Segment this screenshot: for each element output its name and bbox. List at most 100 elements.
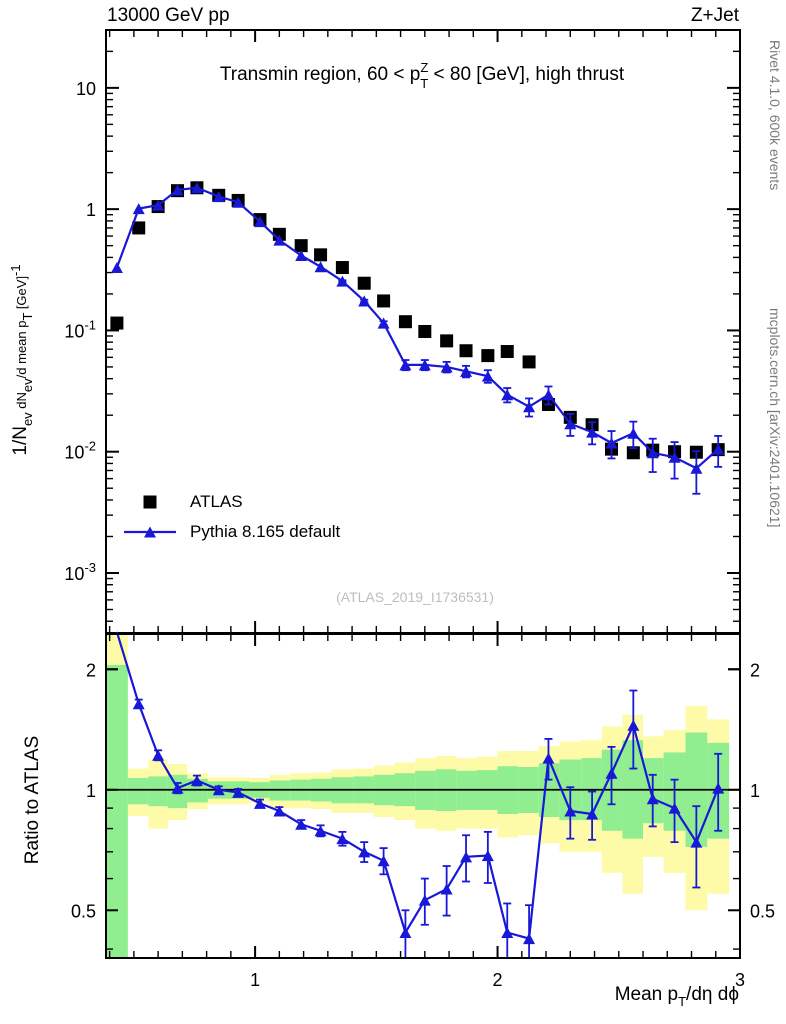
ratio-point-triangle <box>460 851 473 863</box>
data-point-triangle <box>295 249 308 261</box>
y-tick-label-ratio: 1 <box>86 781 96 801</box>
title-tail: < 80 [GeV], high thrust <box>428 64 625 85</box>
header-process: Z+Jet <box>691 5 740 26</box>
data-point-triangle <box>132 203 145 215</box>
data-point-square <box>500 345 514 359</box>
data-point-triangle <box>523 401 536 413</box>
ratio-point-triangle <box>523 933 536 945</box>
x-tick-label: 2 <box>493 970 503 990</box>
data-point-triangle <box>712 443 725 455</box>
y-axis-label-main: 1/Nev dNev/d mean pT [GeV]-1 <box>8 264 35 455</box>
ratio-point-triangle <box>190 774 203 786</box>
data-point-triangle <box>586 426 599 438</box>
y-tick-label-ratio: 2 <box>86 660 96 680</box>
data-point-square <box>418 324 432 338</box>
data-point-triangle <box>501 389 514 401</box>
data-point-triangle <box>564 418 577 430</box>
segment: /d mean p <box>14 321 29 379</box>
data-point-triangle <box>358 295 371 307</box>
ratio-point-triangle <box>132 698 145 710</box>
segment: ev <box>20 412 35 426</box>
data-point-triangle <box>481 370 494 382</box>
legend-marker-triangle <box>144 526 156 538</box>
ratio-point-triangle <box>440 883 453 895</box>
ratio-point-triangle <box>501 926 514 939</box>
exponent: -1 <box>84 317 96 332</box>
ratio-point-triangle <box>627 719 640 731</box>
data-point-triangle <box>377 317 390 329</box>
mcplots-reference-note: mcplots.cern.ch [arXiv:2401.10621] <box>767 308 783 527</box>
ratio-panel-frame <box>105 633 741 959</box>
data-point-square <box>294 239 308 253</box>
segment: [GeV] <box>14 276 29 313</box>
ratio-point-triangle <box>358 846 371 858</box>
ratio-point-triangle <box>418 894 431 906</box>
legend-marker-square <box>143 495 157 509</box>
x-axis-label: Mean pT/dη dϕ <box>615 984 739 1009</box>
data-point-triangle <box>668 451 681 463</box>
data-point-triangle <box>212 191 225 203</box>
segment: /d <box>686 984 702 1005</box>
segment: d <box>712 984 728 1005</box>
ratio-point-triangle <box>171 782 184 794</box>
y-tick-label-main: 1 <box>86 200 96 220</box>
ratio-point-triangle <box>336 833 349 845</box>
y-tick-label-main: 10 <box>76 79 96 99</box>
ratio-point-triangle <box>646 793 659 805</box>
legend-label: ATLAS <box>190 492 243 511</box>
data-point-triangle <box>418 359 431 371</box>
y-tick-label-ratio-right: 1 <box>750 781 760 801</box>
data-point-triangle <box>690 462 703 474</box>
ratio-point-triangle <box>564 805 577 817</box>
ratio-point-triangle <box>314 825 327 837</box>
data-point-square <box>522 355 536 369</box>
y-tick-label-ratio-right: 2 <box>750 660 760 680</box>
ratio-point-triangle <box>542 752 555 764</box>
segment: 1/N <box>10 426 31 456</box>
x-tick-label: 3 <box>735 970 745 990</box>
data-point-triangle <box>399 359 412 371</box>
segment: dN <box>14 392 29 412</box>
ratio-plot-panel: 2 2 1 1 0.5 0.5 1 2 3 <box>71 631 775 990</box>
data-point-triangle <box>542 389 555 401</box>
x-tick-label: 1 <box>250 970 260 990</box>
segment: ev <box>20 378 35 392</box>
dataset-watermark: (ATLAS_2019_I1736531) <box>336 589 494 605</box>
y-tick-label-ratio-right: 0.5 <box>750 901 775 921</box>
data-point-triangle <box>253 216 266 228</box>
data-point-square <box>335 261 349 275</box>
data-point-triangle <box>605 437 618 449</box>
data-point-square <box>377 294 391 308</box>
ratio-line <box>115 631 720 940</box>
legend: ATLAS Pythia 8.165 default <box>124 492 341 541</box>
data-point-triangle <box>646 447 659 459</box>
data-point-square <box>626 446 640 460</box>
y-axis-label-ratio: Ratio to ATLAS <box>22 736 43 865</box>
data-point-triangle <box>336 275 349 287</box>
data-point-square <box>314 248 328 262</box>
data-point-square <box>481 349 495 363</box>
y-tick-label-ratio: 0.5 <box>71 901 96 921</box>
ratio-point-triangle <box>712 782 725 794</box>
series-pythia-8-165-default <box>110 182 725 495</box>
segment: T <box>20 313 35 321</box>
data-point-square <box>357 276 371 290</box>
data-point-triangle <box>273 234 286 246</box>
data-point-square <box>398 315 412 329</box>
header-beam-energy: 13000 GeV pp <box>107 5 230 26</box>
ratio-point-triangle <box>668 802 681 814</box>
data-point-square <box>459 344 473 358</box>
ratio-point-triangle <box>586 808 599 820</box>
ratio-point-triangle <box>605 767 618 779</box>
ratio-point-triangle <box>377 855 390 867</box>
ratio-point-triangle <box>273 805 286 817</box>
segment: ϕ <box>728 984 739 1005</box>
band-bin <box>148 776 168 807</box>
ratio-point-triangle <box>253 797 266 809</box>
ratio-point-triangle <box>399 926 412 939</box>
rivet-version-note: Rivet 4.1.0, 600k events <box>767 40 783 190</box>
exponent: -3 <box>84 560 96 575</box>
data-point-square <box>110 316 124 330</box>
data-point-triangle <box>171 184 184 196</box>
